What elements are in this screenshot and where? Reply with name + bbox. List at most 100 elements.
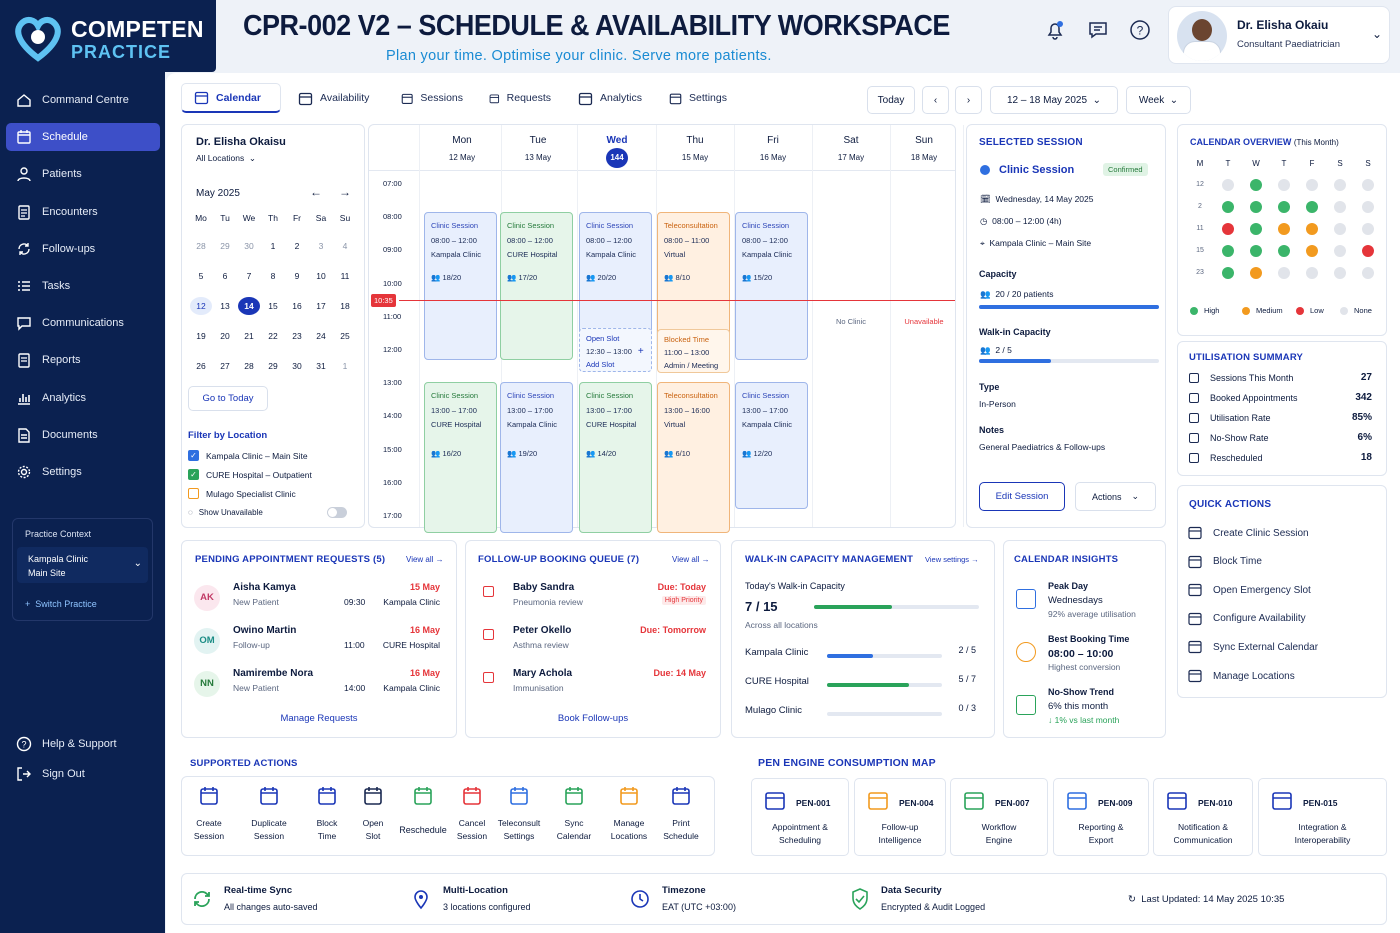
pen-card-pen-007[interactable]: PEN-007 Workflow Engine bbox=[950, 778, 1048, 856]
supported-action-duplicate-session[interactable]: Duplicate Session bbox=[243, 785, 295, 843]
tab-requests[interactable]: Requests bbox=[476, 83, 564, 113]
mini-cal-next-button[interactable]: → bbox=[339, 185, 351, 199]
chat-icon[interactable] bbox=[1087, 19, 1109, 41]
supported-action-teleconsult-settings[interactable]: Teleconsult Settings bbox=[493, 785, 545, 843]
location-filter-row[interactable]: ✓ Kampala Clinic – Main Site bbox=[188, 450, 308, 461]
pen-card-pen-001[interactable]: PEN-001 Appointment & Scheduling bbox=[751, 778, 849, 856]
overview-day-dot[interactable] bbox=[1250, 179, 1262, 191]
mini-calendar-day[interactable]: 1 bbox=[342, 361, 348, 371]
overview-day-dot[interactable] bbox=[1334, 223, 1346, 235]
overview-day-dot[interactable] bbox=[1334, 179, 1346, 191]
switch-practice-link[interactable]: + Switch Practice bbox=[25, 599, 97, 609]
location-filter-checkbox[interactable]: ✓ bbox=[188, 469, 199, 480]
plus-icon[interactable]: + bbox=[637, 345, 644, 357]
overview-day-dot[interactable] bbox=[1306, 201, 1318, 213]
quick-action-manage-locations[interactable]: Manage Locations bbox=[1188, 669, 1295, 683]
help-circle-icon[interactable]: ? bbox=[1129, 19, 1151, 41]
location-filter-checkbox[interactable]: ✓ bbox=[188, 450, 199, 461]
overview-day-dot[interactable] bbox=[1222, 223, 1234, 235]
sidebar-item-patients[interactable]: Patients bbox=[6, 160, 160, 188]
sidebar-item-follow-ups[interactable]: Follow-ups bbox=[6, 235, 160, 263]
mini-calendar-day[interactable]: 8 bbox=[270, 271, 276, 281]
supported-action-block-time[interactable]: Block Time bbox=[301, 785, 353, 843]
sign-out-link[interactable]: Sign Out bbox=[6, 760, 160, 788]
manage-requests-link[interactable]: Manage Requests bbox=[280, 713, 358, 724]
overview-day-dot[interactable] bbox=[1306, 245, 1318, 257]
today-button[interactable]: Today bbox=[867, 86, 915, 114]
location-select[interactable]: All Locations ⌄ bbox=[196, 153, 257, 163]
followup-patient-name[interactable]: Peter Okello bbox=[513, 625, 572, 636]
mini-calendar-day[interactable]: 18 bbox=[340, 301, 350, 311]
mini-calendar-day[interactable]: 10 bbox=[316, 271, 326, 281]
calendar-session-block[interactable]: Clinic Session 13:00 – 17:00 Kampala Clini… bbox=[500, 382, 573, 533]
quick-action-open-emergency-slot[interactable]: Open Emergency Slot bbox=[1188, 583, 1311, 597]
overview-day-dot[interactable] bbox=[1278, 223, 1290, 235]
calendar-session-block[interactable]: Clinic Session 08:00 – 12:00 Kampala Clini… bbox=[424, 212, 497, 360]
calendar-session-block[interactable]: Clinic Session 13:00 – 17:00 CURE Hospital… bbox=[579, 382, 652, 533]
overview-day-dot[interactable] bbox=[1250, 223, 1262, 235]
sidebar-item-schedule[interactable]: Schedule bbox=[6, 123, 160, 152]
mini-calendar-day[interactable]: 28 bbox=[244, 361, 254, 371]
edit-session-button[interactable]: Edit Session bbox=[979, 482, 1065, 511]
supported-action-manage-locations[interactable]: Manage Locations bbox=[603, 785, 655, 843]
tab-availability[interactable]: Availability bbox=[285, 83, 385, 113]
patient-name[interactable]: Namirembe Nora bbox=[233, 668, 314, 679]
mini-calendar-day[interactable]: 6 bbox=[222, 271, 228, 281]
quick-action-block-time[interactable]: Block Time bbox=[1188, 555, 1262, 569]
pen-card-pen-015[interactable]: PEN-015 Integration & Interoperability bbox=[1258, 778, 1387, 856]
mini-calendar-day[interactable]: 20 bbox=[220, 331, 230, 341]
overview-day-dot[interactable] bbox=[1362, 223, 1374, 235]
mini-calendar-day[interactable]: 16 bbox=[292, 301, 302, 311]
location-filter-row[interactable]: Mulago Specialist Clinic bbox=[188, 488, 296, 499]
mini-calendar-day[interactable]: 12 bbox=[190, 297, 212, 315]
mini-calendar-day[interactable]: 21 bbox=[244, 331, 254, 341]
calendar-session-block[interactable]: Clinic Session 13:00 – 17:00 CURE Hospital… bbox=[424, 382, 497, 533]
next-week-button[interactable]: › bbox=[955, 86, 982, 114]
supported-action-create-session[interactable]: Create Session bbox=[183, 785, 235, 843]
walkin-view-settings-link[interactable]: View settings → bbox=[925, 555, 979, 564]
view-select[interactable]: Week ⌄ bbox=[1126, 86, 1191, 114]
mini-calendar-day[interactable]: 22 bbox=[268, 331, 278, 341]
mini-calendar-day[interactable]: 15 bbox=[268, 301, 278, 311]
mini-calendar-day[interactable]: 30 bbox=[244, 241, 254, 251]
sidebar-item-documents[interactable]: Documents bbox=[6, 421, 160, 449]
help-support-link[interactable]: ? Help & Support bbox=[6, 730, 160, 758]
sidebar-item-analytics[interactable]: Analytics bbox=[6, 384, 160, 412]
overview-day-dot[interactable] bbox=[1334, 245, 1346, 257]
pending-view-all-link[interactable]: View all → bbox=[406, 555, 444, 564]
overview-day-dot[interactable] bbox=[1278, 201, 1290, 213]
bell-icon[interactable] bbox=[1044, 19, 1066, 41]
mini-calendar-day[interactable]: 27 bbox=[220, 361, 230, 371]
overview-day-dot[interactable] bbox=[1362, 179, 1374, 191]
mini-calendar-day[interactable]: 17 bbox=[316, 301, 326, 311]
blocked-time-block[interactable]: Blocked Time 11:00 – 13:00 Admin / Meeting bbox=[657, 328, 730, 373]
mini-calendar-day[interactable]: 24 bbox=[316, 331, 326, 341]
pen-card-pen-010[interactable]: PEN-010 Notification & Communication bbox=[1153, 778, 1253, 856]
mini-calendar-day[interactable]: 25 bbox=[340, 331, 350, 341]
patient-name[interactable]: Aisha Kamya bbox=[233, 582, 296, 593]
overview-day-dot[interactable] bbox=[1278, 267, 1290, 279]
overview-day-dot[interactable] bbox=[1306, 223, 1318, 235]
quick-action-configure-availability[interactable]: Configure Availability bbox=[1188, 612, 1306, 626]
supported-action-reschedule[interactable]: Reschedule bbox=[397, 785, 449, 837]
supported-action-print-schedule[interactable]: Print Schedule bbox=[655, 785, 707, 843]
mini-cal-prev-button[interactable]: ← bbox=[310, 185, 322, 199]
overview-day-dot[interactable] bbox=[1222, 201, 1234, 213]
overview-day-dot[interactable] bbox=[1250, 245, 1262, 257]
sidebar-item-reports[interactable]: Reports bbox=[6, 346, 160, 374]
overview-day-dot[interactable] bbox=[1334, 201, 1346, 213]
go-to-today-button[interactable]: Go to Today bbox=[188, 386, 268, 411]
overview-day-dot[interactable] bbox=[1362, 267, 1374, 279]
mini-calendar-day[interactable]: 11 bbox=[340, 271, 350, 281]
mini-calendar-day[interactable]: 19 bbox=[196, 331, 206, 341]
calendar-session-block[interactable]: Clinic Session 08:00 – 12:00 Kampala Clini… bbox=[735, 212, 808, 360]
overview-day-dot[interactable] bbox=[1334, 267, 1346, 279]
sidebar-item-command-centre[interactable]: Command Centre bbox=[6, 86, 160, 114]
calendar-session-block[interactable]: Teleconsultation 08:00 – 11:00 Virtual 👥 8/… bbox=[657, 212, 730, 336]
mini-calendar-day[interactable]: 28 bbox=[196, 241, 206, 251]
patient-name[interactable]: Owino Martin bbox=[233, 625, 297, 636]
tab-sessions[interactable]: Sessions bbox=[388, 83, 476, 113]
add-slot-link[interactable]: Add Slot bbox=[586, 359, 615, 369]
mini-calendar-day[interactable]: 23 bbox=[292, 331, 302, 341]
pen-card-pen-009[interactable]: PEN-009 Reporting & Export bbox=[1053, 778, 1149, 856]
